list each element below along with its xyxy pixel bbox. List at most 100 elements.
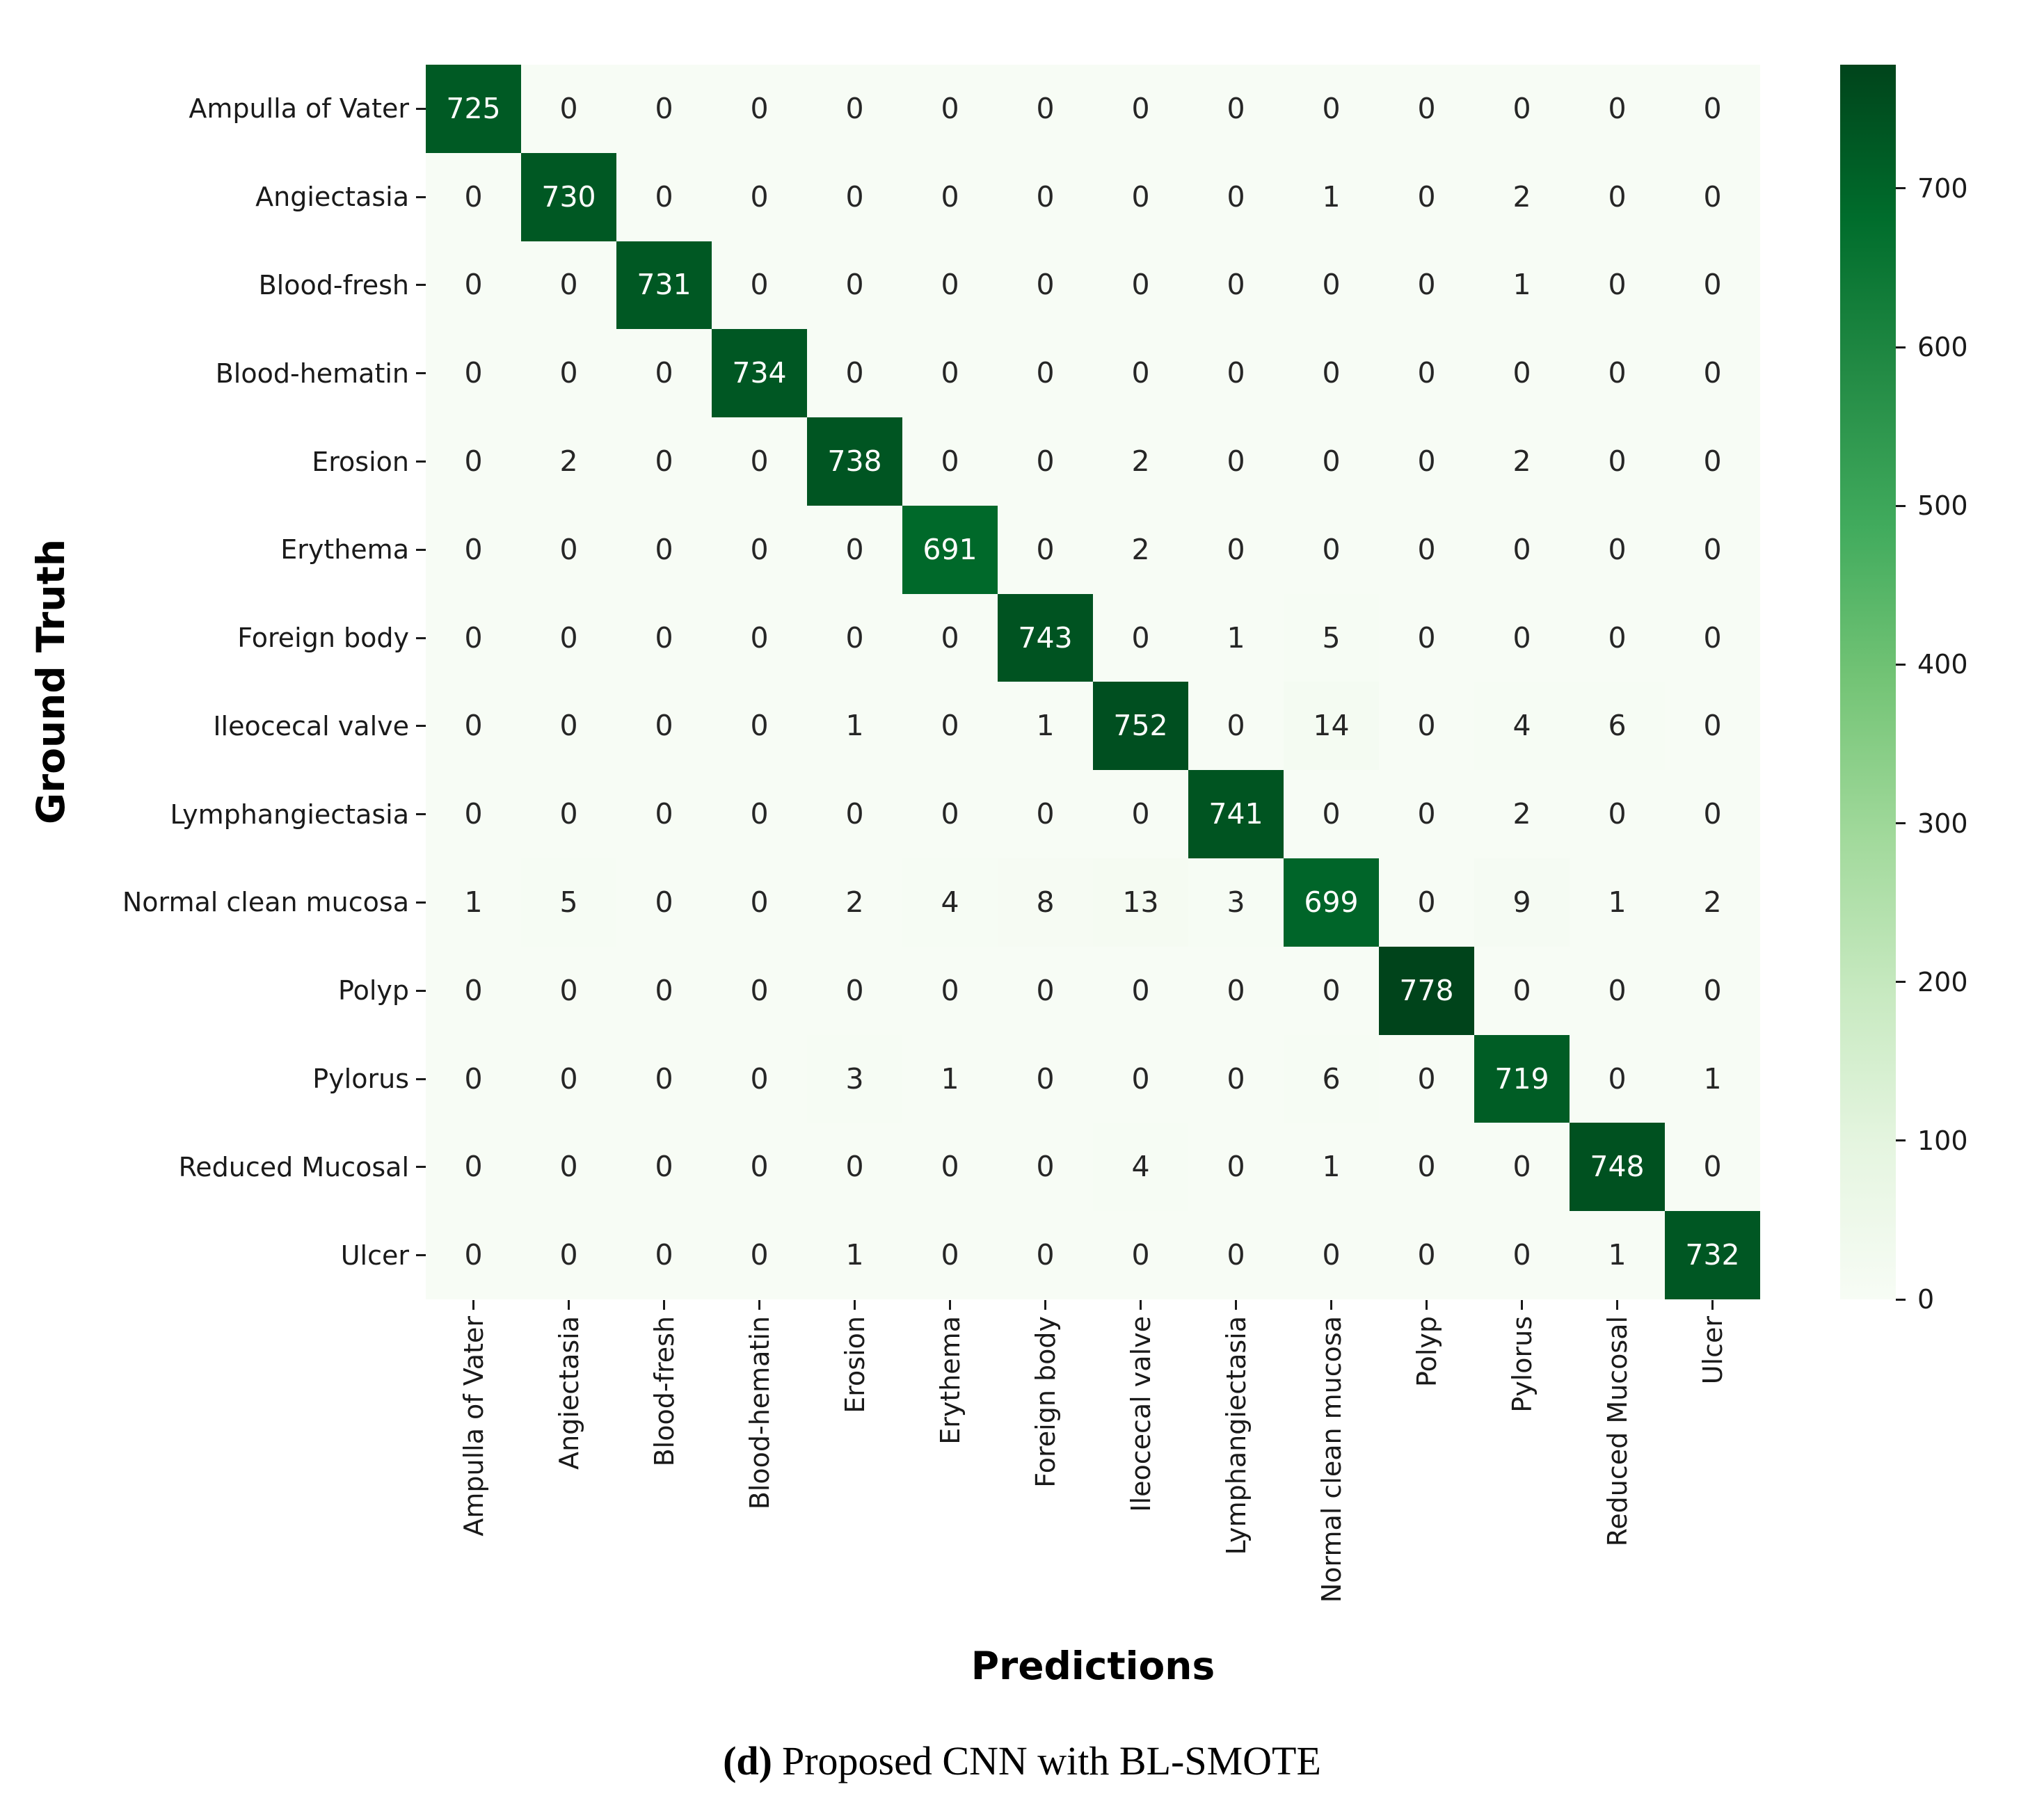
x-axis-label: Predictions [971, 1644, 1215, 1688]
row-label: Blood-hematin [215, 358, 409, 389]
col-label: Ampulla of Vater [458, 1316, 489, 1537]
tick-mark [1235, 1300, 1237, 1310]
matrix-cell: 0 [1379, 858, 1474, 947]
matrix-cell: 1 [1665, 1034, 1760, 1123]
col-label: Angiectasia [553, 1316, 584, 1470]
matrix-cell: 1 [807, 1211, 902, 1299]
matrix-cell: 0 [1665, 946, 1760, 1035]
row-label: Pylorus [312, 1064, 409, 1095]
matrix-cell: 4 [1474, 682, 1570, 771]
matrix-cell: 0 [712, 65, 807, 153]
matrix-cell: 2 [1665, 858, 1760, 947]
matrix-cell: 0 [1379, 152, 1474, 241]
matrix-cell: 0 [616, 417, 712, 506]
matrix-cell: 0 [426, 946, 521, 1035]
matrix-cell: 0 [998, 1034, 1093, 1123]
matrix-cell: 0 [807, 505, 902, 594]
matrix-cell: 0 [712, 1123, 807, 1212]
matrix-cell: 0 [1093, 593, 1188, 682]
matrix-cell: 0 [1379, 505, 1474, 594]
matrix-cell: 0 [426, 417, 521, 506]
matrix-cell: 0 [616, 65, 712, 153]
matrix-cell: 0 [1284, 770, 1379, 859]
matrix-cell: 2 [807, 858, 902, 947]
matrix-cell: 0 [807, 329, 902, 418]
tick-mark [416, 813, 426, 816]
matrix-cell: 0 [521, 65, 616, 153]
matrix-cell: 0 [1665, 152, 1760, 241]
matrix-cell: 2 [521, 417, 616, 506]
matrix-cell: 0 [1379, 329, 1474, 418]
matrix-cell: 0 [712, 593, 807, 682]
matrix-cell: 0 [1665, 682, 1760, 771]
matrix-cell: 0 [807, 1123, 902, 1212]
matrix-cell: 0 [1570, 152, 1665, 241]
matrix-cell: 0 [1665, 65, 1760, 153]
colorbar-tick-label: 600 [1917, 332, 1968, 363]
row-label: Erythema [280, 534, 409, 566]
matrix-cell: 0 [1188, 417, 1284, 506]
matrix-cell: 0 [998, 329, 1093, 418]
matrix-cell: 0 [902, 241, 998, 330]
matrix-cell: 0 [712, 946, 807, 1035]
caption-label: (d) [723, 1738, 772, 1783]
tick-mark [1896, 346, 1906, 348]
matrix-cell: 0 [902, 417, 998, 506]
matrix-cell: 0 [616, 152, 712, 241]
matrix-cell: 0 [1379, 682, 1474, 771]
tick-mark [1330, 1300, 1332, 1310]
colorbar-tick-label: 200 [1917, 966, 1968, 997]
matrix-cell: 0 [1093, 329, 1188, 418]
tick-mark [416, 195, 426, 198]
tick-mark [1896, 663, 1906, 666]
matrix-cell: 0 [1474, 329, 1570, 418]
matrix-cell: 0 [616, 505, 712, 594]
figure-caption: (d) Proposed CNN with BL-SMOTE [0, 1739, 2044, 1783]
heatmap-grid: 725 0 0 0 0 0 0 0 0 0 0 0 0 0 0 730 0 0 0 0 0 0 0 1 0 2 0 0 0 0 731 0 0 0… [426, 65, 1760, 1299]
matrix-cell: 0 [1188, 329, 1284, 418]
matrix-cell: 0 [1093, 1211, 1188, 1299]
matrix-cell: 0 [998, 241, 1093, 330]
matrix-cell: 0 [1379, 770, 1474, 859]
tick-mark [1896, 187, 1906, 190]
matrix-cell: 3 [1188, 858, 1284, 947]
matrix-cell: 732 [1665, 1211, 1760, 1299]
matrix-cell: 0 [521, 682, 616, 771]
matrix-cell: 0 [1474, 1211, 1570, 1299]
tick-mark [568, 1300, 570, 1310]
matrix-cell: 0 [1284, 505, 1379, 594]
matrix-cell: 0 [712, 770, 807, 859]
matrix-cell: 0 [1665, 417, 1760, 506]
matrix-cell: 0 [1284, 65, 1379, 153]
matrix-cell: 0 [902, 770, 998, 859]
matrix-cell: 0 [521, 505, 616, 594]
tick-mark [416, 284, 426, 287]
matrix-cell: 0 [521, 329, 616, 418]
matrix-cell: 0 [712, 1211, 807, 1299]
matrix-cell: 0 [1474, 1123, 1570, 1212]
row-label: Foreign body [237, 623, 409, 654]
tick-mark [1896, 981, 1906, 984]
tick-mark [1426, 1300, 1428, 1310]
tick-mark [416, 548, 426, 551]
matrix-cell: 1 [1284, 1123, 1379, 1212]
row-label: Blood-fresh [258, 269, 409, 300]
matrix-cell: 0 [1665, 1123, 1760, 1212]
matrix-cell: 0 [521, 1034, 616, 1123]
matrix-cell: 0 [1570, 417, 1665, 506]
matrix-cell: 1 [1570, 858, 1665, 947]
matrix-cell: 0 [616, 946, 712, 1035]
col-label: Erythema [934, 1316, 966, 1445]
tick-mark [1711, 1300, 1714, 1310]
matrix-cell: 0 [426, 329, 521, 418]
matrix-cell: 738 [807, 417, 902, 506]
matrix-cell: 0 [902, 1211, 998, 1299]
matrix-cell: 0 [1188, 682, 1284, 771]
matrix-cell: 0 [807, 152, 902, 241]
matrix-cell: 0 [1284, 329, 1379, 418]
colorbar-tick-label: 300 [1917, 808, 1968, 839]
matrix-cell: 691 [902, 505, 998, 594]
matrix-cell: 0 [902, 152, 998, 241]
matrix-cell: 1 [807, 682, 902, 771]
matrix-cell: 0 [1379, 1211, 1474, 1299]
